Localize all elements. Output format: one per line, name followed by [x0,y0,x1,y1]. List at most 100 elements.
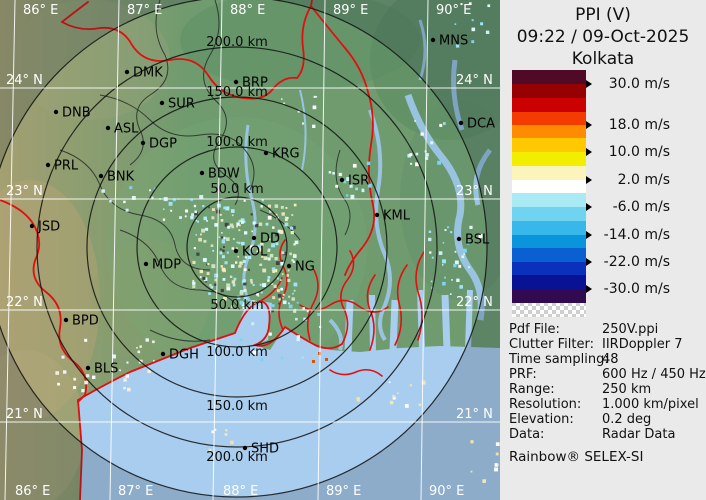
echo-speckle [211,216,215,220]
echo-speckle [221,232,223,234]
info-value: IIRDoppler 7 [602,337,683,352]
echo-speckle [197,220,200,223]
echo-speckle [280,261,285,266]
colorbar-segment [512,193,586,207]
echo-speckle [397,392,399,394]
echo-speckle [220,219,224,222]
echo-speckle [271,282,274,285]
echo-speckle [425,156,429,160]
city-dot [98,173,104,179]
echo-speckle [214,273,219,278]
echo-speckle [296,335,300,339]
echo-speckle [317,313,321,316]
city-label: DNB [62,106,91,121]
info-value: 250 km [602,382,652,397]
info-row: Time sampling: 48 [509,352,701,367]
echo-speckle [282,300,287,305]
longitude-label: 88° E [230,3,265,18]
echo-speckle [251,300,255,304]
echo-speckle [442,264,444,266]
legend-arrow-icon [586,148,592,156]
echo-speckle [482,479,486,483]
echo-speckle [254,300,257,304]
echo-speckle [281,273,284,275]
echo-speckle [227,225,231,229]
latitude-label: 22° N [456,295,493,310]
echo-speckle [444,276,446,279]
echo-speckle [251,230,254,233]
echo-speckle [471,40,475,44]
legend-value: 2.0 m/s [617,172,670,188]
echo-speckle [279,230,284,234]
echo-speckle [218,236,221,238]
product-header: PPI (V) 09:22 / 09-Oct-2025 Kolkata [500,4,706,70]
echo-speckle [240,263,242,265]
echo-speckle [286,216,289,220]
legend-entry: -22.0 m/s [586,253,670,271]
city-dot [160,351,166,357]
echo-speckle [468,2,472,5]
echo-speckle [241,221,244,224]
longitude-label: 89° E [333,3,368,18]
echo-speckle [443,122,446,125]
city-label: BRP [242,76,268,91]
echo-speckle [346,177,351,181]
echo-speckle [233,277,237,281]
echo-speckle [306,310,309,313]
city-dot [63,317,69,323]
echo-speckle [231,247,234,250]
echo-speckle [274,257,278,261]
echo-speckle [282,293,285,296]
range-ring-label: 200.0 km [206,450,268,465]
product-datetime: 09:22 / 09-Oct-2025 [516,27,690,47]
echo-speckle [206,263,209,266]
echo-speckle [191,213,195,217]
echo-speckle [410,162,413,165]
echo-speckle [292,254,297,258]
echo-speckle [55,371,59,375]
echo-speckle [206,272,210,275]
echo-speckle [125,374,129,378]
echo-speckle [203,277,208,281]
echo-speckle [208,292,211,295]
echo-speckle [455,44,460,48]
info-label: Data: [509,427,545,442]
legend-entry: 18.0 m/s [586,116,670,134]
echo-speckle [239,224,241,227]
echo-speckle [431,256,434,259]
echo-speckle [190,215,194,220]
city-label: NG [295,260,315,275]
out-of-range-shade [0,0,500,500]
radar-ppi-image: 24° N 24° N 23° N 23° N 22° N 22° N 21° N 21° N… [0,0,530,500]
echo-speckle [222,249,225,253]
echo-speckle [285,207,288,209]
echo-speckle [283,102,285,105]
echo-speckle [277,293,282,298]
legend-arrow-icon [586,258,592,266]
echo-speckle [212,208,215,211]
echo-speckle [428,230,432,233]
city-dot [53,109,59,115]
echo-speckle [236,247,238,249]
echo-speckle [112,354,116,359]
echo-speckle [193,247,196,250]
echo-speckle [269,307,272,310]
echo-speckle [57,382,60,386]
echo-speckle [125,208,129,212]
city-label: PRL [54,159,79,174]
echo-speckle [199,276,202,278]
info-value: 1.000 km/pixel [602,397,699,412]
echo-speckle [276,277,279,280]
echo-speckle [230,440,234,445]
echo-speckle [420,132,424,136]
echo-speckle [265,222,269,226]
city-dot [233,248,239,254]
echo-speckle [237,255,240,258]
longitude-label: 88° E [223,484,258,499]
echo-speckle [280,356,284,360]
echo-speckle [292,225,296,230]
echo-speckle [81,389,85,393]
echo-speckle [438,251,443,255]
echo-speckle [454,23,457,25]
echo-speckle [242,279,246,283]
